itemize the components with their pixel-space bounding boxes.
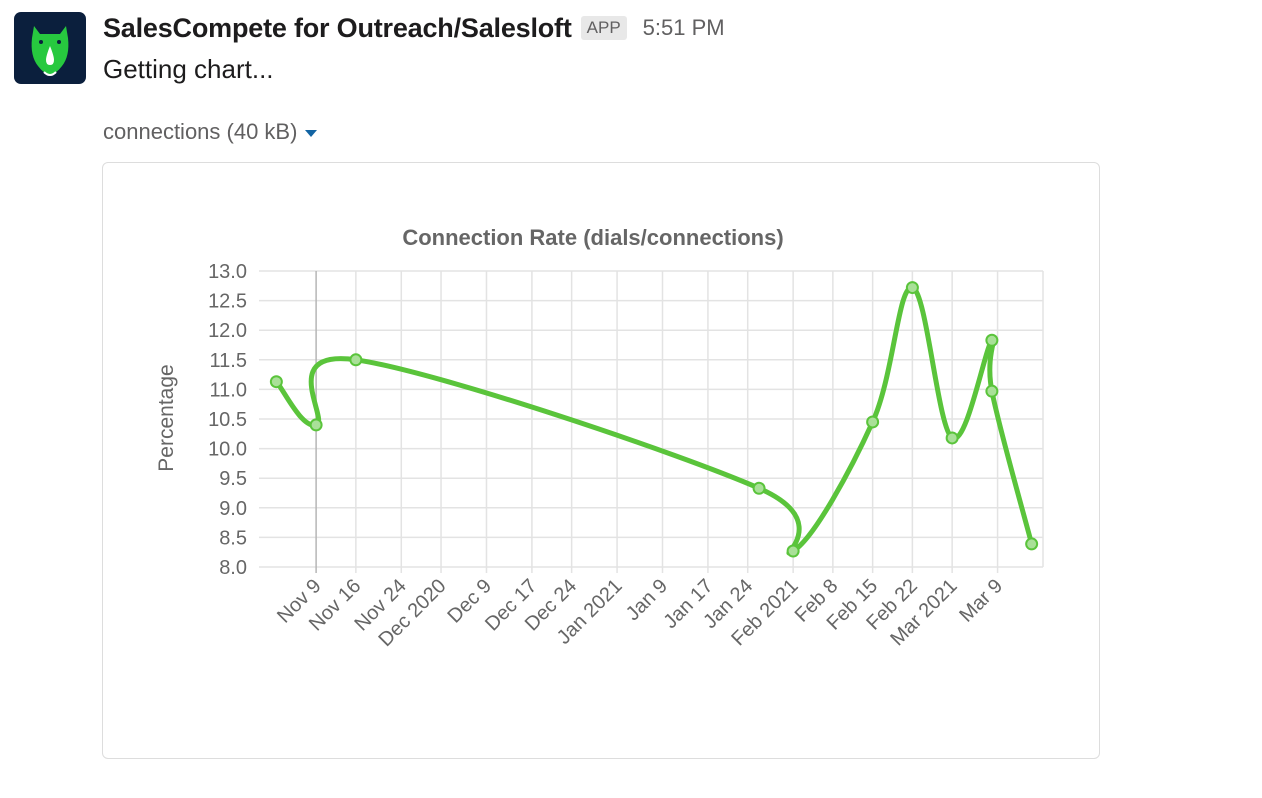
y-tick-label: 9.0: [219, 498, 247, 520]
caret-down-icon[interactable]: [305, 129, 318, 137]
y-tick-label: 9.5: [219, 468, 247, 490]
attachment-label: connections (40 kB): [103, 119, 298, 144]
chart-series: [269, 281, 1039, 558]
data-point: [945, 431, 959, 445]
app-avatar[interactable]: [14, 12, 86, 84]
y-tick-label: 8.0: [219, 557, 247, 579]
data-point: [985, 333, 999, 347]
data-point: [905, 281, 919, 295]
y-tick-label: 13.0: [208, 261, 247, 283]
y-tick-label: 11.0: [210, 379, 247, 401]
y-tick-label: 12.0: [208, 320, 247, 342]
data-point: [269, 375, 283, 389]
series-line: [273, 285, 1035, 556]
data-point: [752, 481, 766, 495]
data-point: [1025, 537, 1039, 551]
y-tick-label: 11.5: [210, 350, 247, 372]
y-tick-label: 8.5: [219, 527, 247, 549]
x-tick-label: Mar 9: [955, 575, 1007, 627]
data-point: [985, 384, 999, 398]
y-tick-label: 10.0: [208, 439, 247, 461]
attachment-toggle[interactable]: connections (40 kB): [103, 119, 318, 145]
data-point: [309, 418, 323, 432]
message-text: Getting chart...: [103, 54, 274, 84]
y-axis-label: Percentage: [155, 364, 178, 471]
app-badge: APP: [580, 16, 627, 40]
green-rhino-logo-icon: [31, 26, 69, 76]
chart-image-card[interactable]: 13.0 12.5 12.0 11.5 11.0 10.5 10.0 9.5 9.0 8.5 8.0…: [102, 162, 1100, 759]
y-tick-label: 12.5: [208, 291, 247, 313]
data-point: [786, 544, 800, 558]
message-header: SalesCompete for Outreach/Salesloft APP …: [103, 10, 725, 46]
sender-name[interactable]: SalesCompete for Outreach/Salesloft: [103, 12, 572, 43]
connection-rate-chart: 13.0 12.5 12.0 11.5 11.0 10.5 10.0 9.5 9.0 8.5 8.0…: [155, 225, 1044, 651]
message-timestamp[interactable]: 5:51 PM: [642, 15, 725, 40]
y-tick-label: 10.5: [208, 409, 247, 431]
chart-title: Connection Rate (dials/connections): [402, 225, 783, 250]
data-point: [349, 353, 363, 367]
data-point: [866, 415, 880, 429]
chart-axes: 13.0 12.5 12.0 11.5 11.0 10.5 10.0 9.5 9.0 8.5 8.0…: [208, 261, 1007, 651]
